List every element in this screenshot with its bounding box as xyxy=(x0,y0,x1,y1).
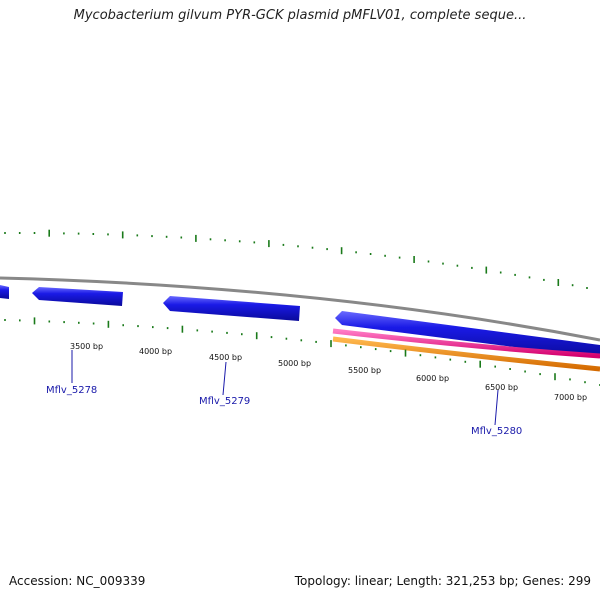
map-title: Mycobacterium gilvum PYR-GCK plasmid pMF… xyxy=(73,8,527,23)
outer-scale-ticks xyxy=(4,229,588,289)
gene-label-mflv-5280[interactable]: Mflv_5280 xyxy=(471,426,522,437)
scale-label-6500: 6500 bp xyxy=(485,383,518,392)
accession-text: Accession: NC_009339 xyxy=(9,574,146,588)
gene-label-mflv-5278[interactable]: Mflv_5278 xyxy=(46,385,97,396)
backbone-track xyxy=(0,274,600,344)
inner-scale-ticks xyxy=(4,317,600,386)
scale-label-4000: 4000 bp xyxy=(139,347,172,356)
scale-label-5000: 5000 bp xyxy=(278,359,311,368)
scale-label-6000: 6000 bp xyxy=(416,374,449,383)
scale-label-7000: 7000 bp xyxy=(554,393,587,402)
feature-band-orange xyxy=(332,336,600,372)
gene-arrow-mflv-5278[interactable] xyxy=(32,287,123,306)
label-line-mflv-5280 xyxy=(494,389,499,426)
scale-label-5500: 5500 bp xyxy=(348,366,381,375)
feature-band-pink xyxy=(332,328,600,359)
gene-arrow-left-edge xyxy=(0,285,9,299)
backbone-line xyxy=(0,276,600,342)
gene-label-mflv-5279[interactable]: Mflv_5279 xyxy=(199,396,250,407)
summary-text: Topology: linear; Length: 321,253 bp; Ge… xyxy=(294,574,591,588)
label-line-mflv-5279 xyxy=(222,361,227,396)
scale-label-4500: 4500 bp xyxy=(209,353,242,362)
scale-label-3500: 3500 bp xyxy=(70,342,103,351)
gene-arrow-mflv-5279[interactable] xyxy=(163,296,300,321)
gene-arrow-mflv-5280[interactable] xyxy=(335,311,600,358)
